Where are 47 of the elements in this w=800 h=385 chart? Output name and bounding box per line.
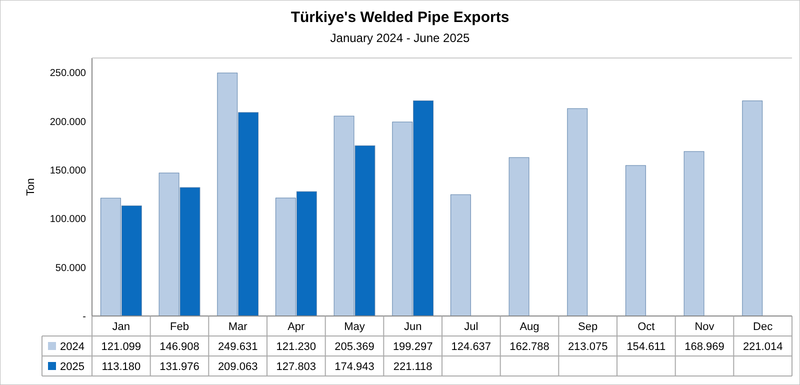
bar <box>684 151 704 316</box>
data-label: 168.969 <box>684 340 724 353</box>
x-tick-label: Jun <box>404 320 422 333</box>
x-tick-label: Feb <box>170 320 189 333</box>
data-label: 127.803 <box>276 360 316 373</box>
x-tick-label: Jul <box>464 320 478 333</box>
bar <box>626 165 646 316</box>
data-label: 199.297 <box>392 340 433 353</box>
data-label: 221.014 <box>742 340 783 353</box>
y-tick-label: 150.000 <box>50 165 86 176</box>
bar <box>742 100 763 316</box>
data-label: 121.230 <box>276 340 316 353</box>
x-tick-label: Nov <box>694 320 715 333</box>
data-label: 121.099 <box>101 340 142 353</box>
y-tick-label: - <box>82 312 86 322</box>
bar <box>450 194 471 316</box>
y-axis-title: Ton <box>25 178 37 196</box>
data-label: 113.180 <box>102 360 141 373</box>
x-tick-label: Aug <box>520 320 540 333</box>
x-tick-label: Dec <box>753 320 774 333</box>
y-tick-label: 250.000 <box>50 68 86 80</box>
chart-subtitle: January 2024 - June 2025 <box>330 31 470 45</box>
x-tick-label: Jan <box>112 320 130 333</box>
data-label: 209.063 <box>218 360 258 373</box>
x-tick-label: Sep <box>578 320 598 333</box>
data-label: 213.075 <box>568 340 608 353</box>
y-tick-label: 200.000 <box>50 116 86 128</box>
legend-label: 2025 <box>60 360 84 373</box>
bar <box>567 108 588 316</box>
y-tick-label: 100.000 <box>50 214 86 226</box>
x-tick-label: Apr <box>288 320 306 333</box>
chart-title: Türkiye's Welded Pipe Exports <box>290 9 510 26</box>
data-label: 205.369 <box>334 340 374 353</box>
data-label: 174.943 <box>334 360 374 373</box>
x-tick-label: May <box>344 320 366 333</box>
bar <box>508 157 530 316</box>
x-tick-label: Oct <box>638 320 655 333</box>
y-tick-label: 50.000 <box>55 262 86 274</box>
data-label: 131.976 <box>160 360 200 373</box>
data-label: 249.631 <box>218 340 258 353</box>
data-label: 162.788 <box>510 340 550 353</box>
legend-label: 2024 <box>60 340 84 353</box>
data-label: 154.611 <box>626 340 666 353</box>
data-label: 146.908 <box>160 340 200 353</box>
data-label: 221.118 <box>393 360 432 373</box>
data-label: 124.637 <box>451 340 492 353</box>
x-tick-label: Mar <box>228 320 248 333</box>
